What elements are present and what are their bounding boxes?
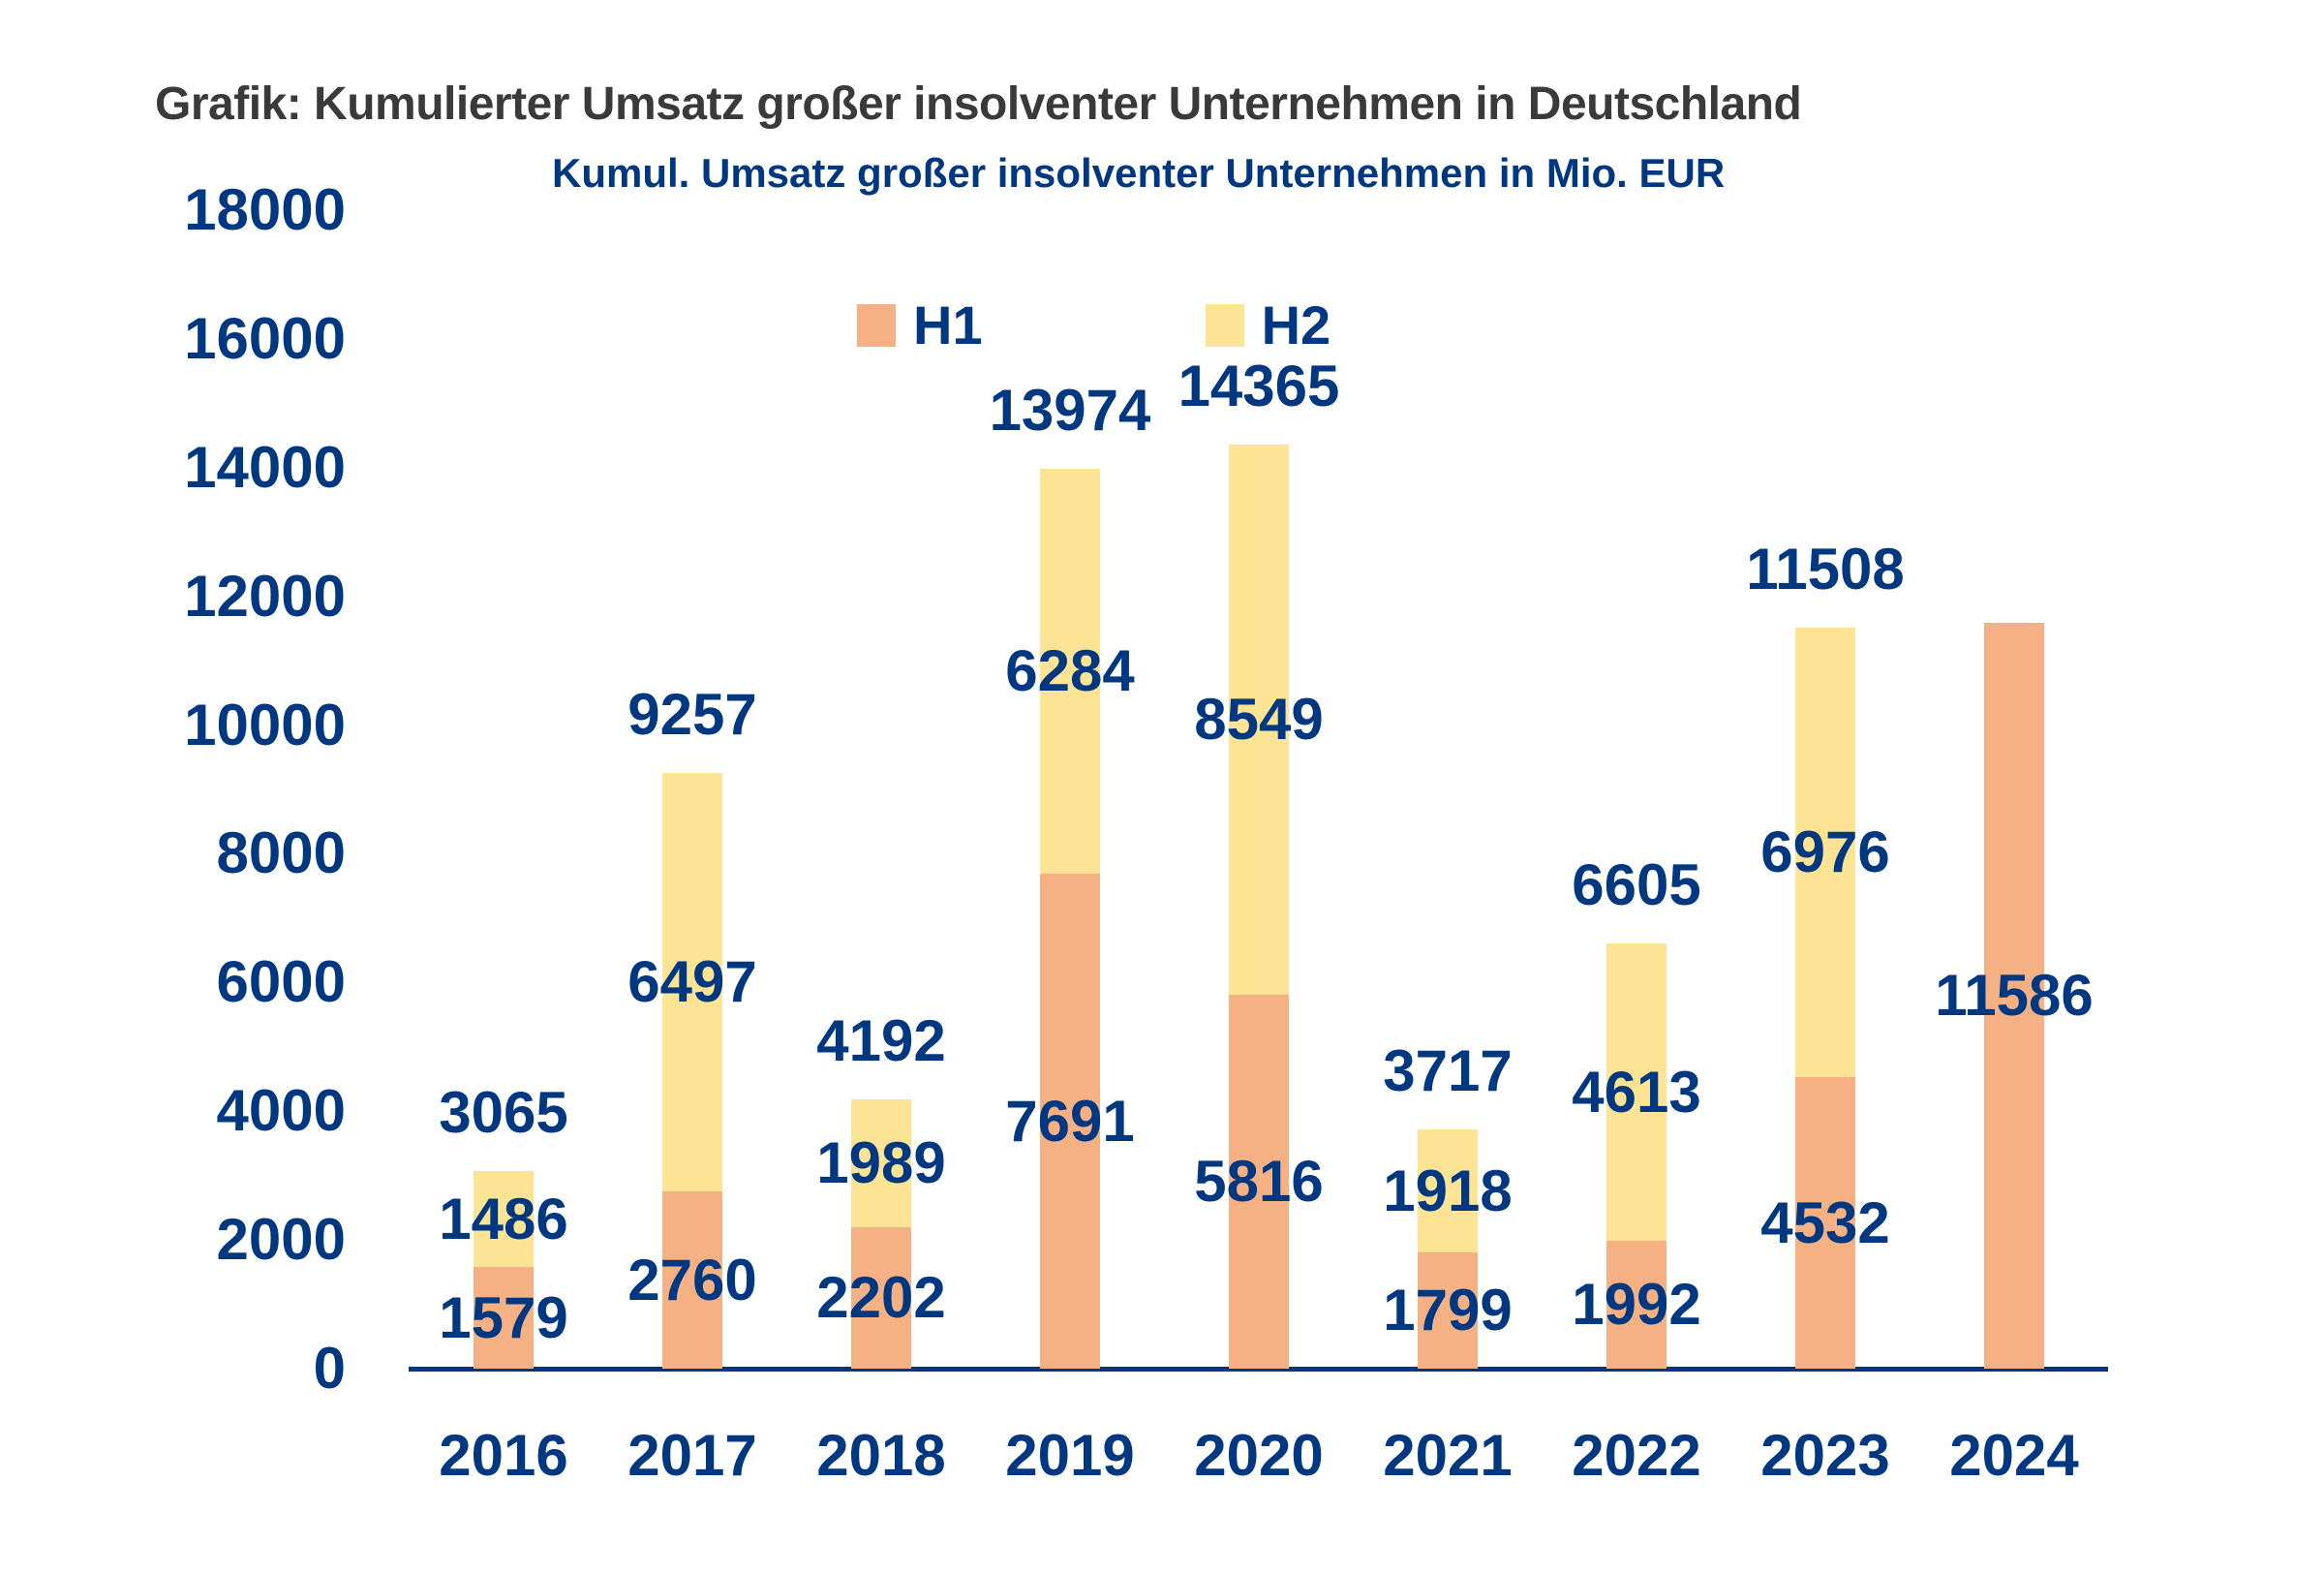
h2-value-label: 4613 [1572,1059,1701,1125]
h2-value-label: 6284 [1005,638,1135,703]
bar-segment-h1 [1795,1077,1855,1369]
x-axis-year-label: 2021 [1383,1423,1513,1488]
bar-segment-h1 [851,1227,911,1369]
h1-color-swatch [857,303,896,347]
h1-value-label: 2202 [816,1265,946,1330]
x-axis-year-label: 2018 [816,1423,946,1488]
h2-value-label: 6497 [627,949,757,1014]
h2-value-label: 1486 [439,1186,568,1251]
h2-value-label: 6976 [1760,819,1890,884]
y-tick-label: 8000 [216,820,346,886]
bar-segment-h2 [1040,469,1100,874]
chart-title: Grafik: Kumulierter Umsatz großer insolv… [155,78,1802,130]
total-value-label: 14365 [1177,354,1340,418]
y-tick-label: 10000 [184,692,346,757]
x-axis-year-label: 2020 [1194,1423,1324,1488]
h1-value-label: 11586 [1935,963,2094,1028]
h1-value-label: 1579 [439,1284,568,1350]
h1-value-label: 1799 [1383,1278,1513,1343]
x-axis-year-label: 2023 [1760,1423,1890,1488]
bar-segment-h1 [662,1191,722,1369]
total-value-label: 11508 [1746,537,1905,602]
y-tick-label: 4000 [216,1078,346,1144]
h1-value-label: 7691 [1005,1088,1135,1154]
y-tick-label: 18000 [184,177,346,242]
bar-segment-h2 [1418,1129,1478,1252]
h2-color-swatch [1205,303,1244,347]
bar-segment-h1 [1606,1241,1667,1369]
h1-value-label: 1992 [1572,1272,1701,1337]
y-tick-label: 16000 [184,305,346,371]
chart-subtitle: Kumul. Umsatz großer insolventer Unterne… [552,150,1726,196]
y-tick-label: 0 [313,1336,346,1401]
total-value-label: 6605 [1572,852,1701,917]
legend-item-h2: H2 [1205,293,1331,356]
y-tick-label: 14000 [184,434,346,500]
total-value-label: 3065 [439,1080,568,1145]
chart-legend: H1 H2 [857,293,1330,356]
bar-segment-h2 [1606,943,1667,1241]
h1-value-label: 4532 [1760,1189,1890,1255]
bar-segment-h2 [474,1171,534,1267]
bar-segment-h1 [1984,623,2044,1369]
bar-segment-h1 [1040,874,1100,1369]
x-axis-year-label: 2016 [439,1423,568,1488]
bar-segment-h1 [1418,1252,1478,1369]
h1-value-label: 2760 [627,1247,757,1312]
bar-segment-h2 [1795,628,1855,1077]
h2-value-label: 8549 [1194,687,1324,752]
x-axis-year-label: 2024 [1949,1423,2079,1488]
legend-label-h1: H1 [913,294,983,355]
y-tick-label: 12000 [184,563,346,629]
total-value-label: 13974 [989,378,1151,443]
x-axis-year-label: 2022 [1572,1423,1701,1488]
bar-segment-h2 [1229,445,1289,995]
legend-label-h2: H2 [1261,294,1331,355]
x-axis-year-label: 2019 [1005,1423,1135,1488]
x-axis-year-label: 2017 [627,1423,757,1488]
total-value-label: 9257 [627,682,757,747]
total-value-label: 4192 [816,1008,946,1073]
h2-value-label: 1989 [816,1130,946,1195]
h1-value-label: 5816 [1194,1149,1324,1214]
y-tick-label: 6000 [216,949,346,1015]
bar-segment-h1 [474,1267,534,1369]
bar-segment-h1 [1229,995,1289,1369]
bar-segment-h2 [851,1099,911,1227]
h2-value-label: 1918 [1383,1157,1513,1223]
legend-item-h1: H1 [857,293,983,356]
y-tick-label: 2000 [216,1207,346,1273]
x-axis-line [409,1367,2108,1372]
bar-segment-h2 [662,773,722,1191]
total-value-label: 3717 [1383,1038,1513,1103]
